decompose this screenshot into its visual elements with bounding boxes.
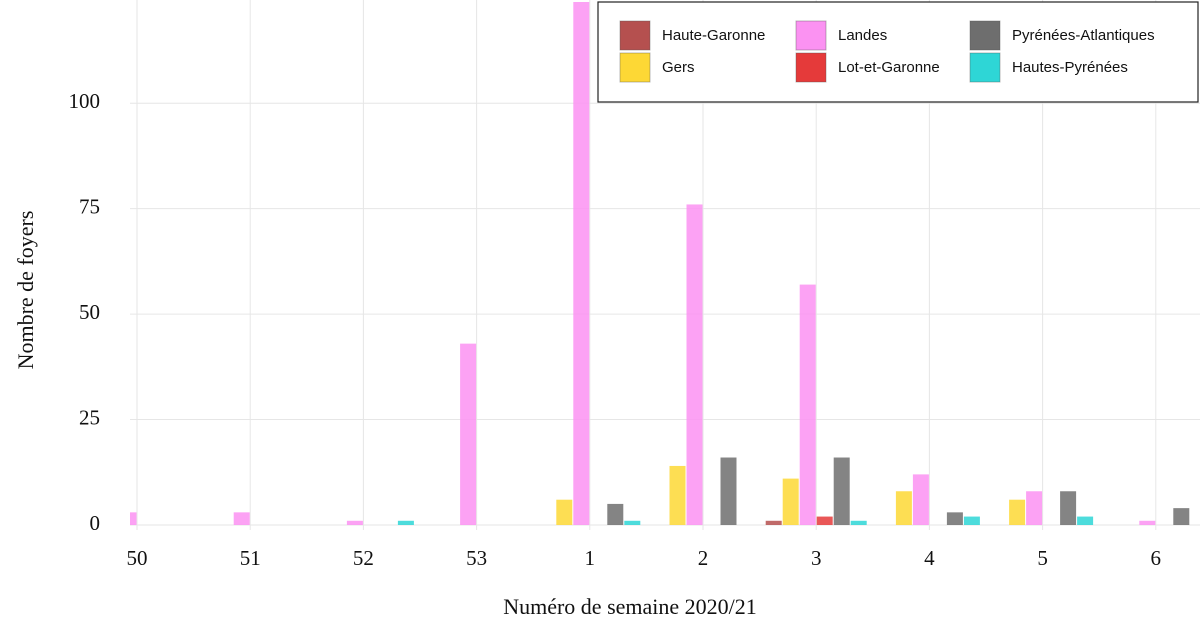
bar	[573, 2, 590, 525]
legend-swatch	[969, 52, 1001, 83]
bar	[1026, 491, 1043, 525]
bar	[1060, 491, 1077, 525]
bar	[799, 284, 816, 525]
legend-swatch	[619, 52, 651, 83]
bar	[946, 512, 963, 525]
bar	[912, 474, 929, 525]
legend-box	[597, 1, 1199, 103]
legend-label: Landes	[838, 27, 887, 44]
y-tick-label: 50	[79, 300, 100, 324]
x-tick-label: 1	[585, 546, 596, 570]
bar	[1139, 520, 1156, 525]
x-tick-label: 50	[127, 546, 148, 570]
bar	[346, 520, 363, 525]
bar	[1077, 516, 1094, 525]
bar	[1173, 508, 1190, 525]
legend-label: Gers	[662, 59, 695, 76]
bar	[556, 499, 573, 525]
x-tick-label: 5	[1037, 546, 1048, 570]
bar	[833, 457, 850, 525]
bar	[816, 516, 833, 525]
bar	[895, 491, 912, 525]
x-tick-label: 3	[811, 546, 822, 570]
bar	[397, 520, 414, 525]
x-axis-title: Numéro de semaine 2020/21	[503, 594, 757, 619]
x-tick-label: 51	[240, 546, 261, 570]
y-axis-title: Nombre de foyers	[13, 211, 38, 370]
labels: 0 25 50 75 100 50 51 52 53 1 2 3 4 5 6	[69, 89, 1162, 570]
x-tick-label: 52	[353, 546, 374, 570]
bar	[1009, 499, 1026, 525]
legend-label: Lot-et-Garonne	[838, 59, 940, 76]
bar	[850, 520, 867, 525]
y-tick-label: 75	[79, 194, 100, 218]
bar	[686, 204, 703, 526]
legend-label: Hautes-Pyrénées	[1012, 59, 1128, 76]
bar	[669, 465, 686, 525]
x-tick-label: 4	[924, 546, 935, 570]
x-tick-label: 53	[466, 546, 487, 570]
legend-swatch	[795, 52, 827, 83]
legend-swatch	[619, 20, 651, 51]
y-tick-label: 100	[69, 89, 101, 113]
bar	[624, 520, 641, 525]
x-tick-label: 6	[1151, 546, 1162, 570]
x-tick-label: 2	[698, 546, 709, 570]
bar	[720, 457, 737, 525]
bar	[765, 520, 782, 525]
legend: Haute-Garonne Gers Landes Lot-et-Garonne Pyr…	[597, 1, 1199, 103]
y-tick-label: 0	[90, 511, 101, 535]
bar	[607, 503, 624, 525]
bar	[130, 512, 137, 525]
legend-swatch	[969, 20, 1001, 51]
bar	[782, 478, 799, 525]
legend-label: Haute-Garonne	[662, 27, 765, 44]
bar	[233, 512, 250, 525]
y-tick-label: 25	[79, 405, 100, 429]
bar	[963, 516, 980, 525]
bar	[460, 343, 477, 525]
legend-label: Pyrénées-Atlantiques	[1012, 27, 1155, 44]
bars	[130, 2, 1190, 526]
legend-swatch	[795, 20, 827, 51]
